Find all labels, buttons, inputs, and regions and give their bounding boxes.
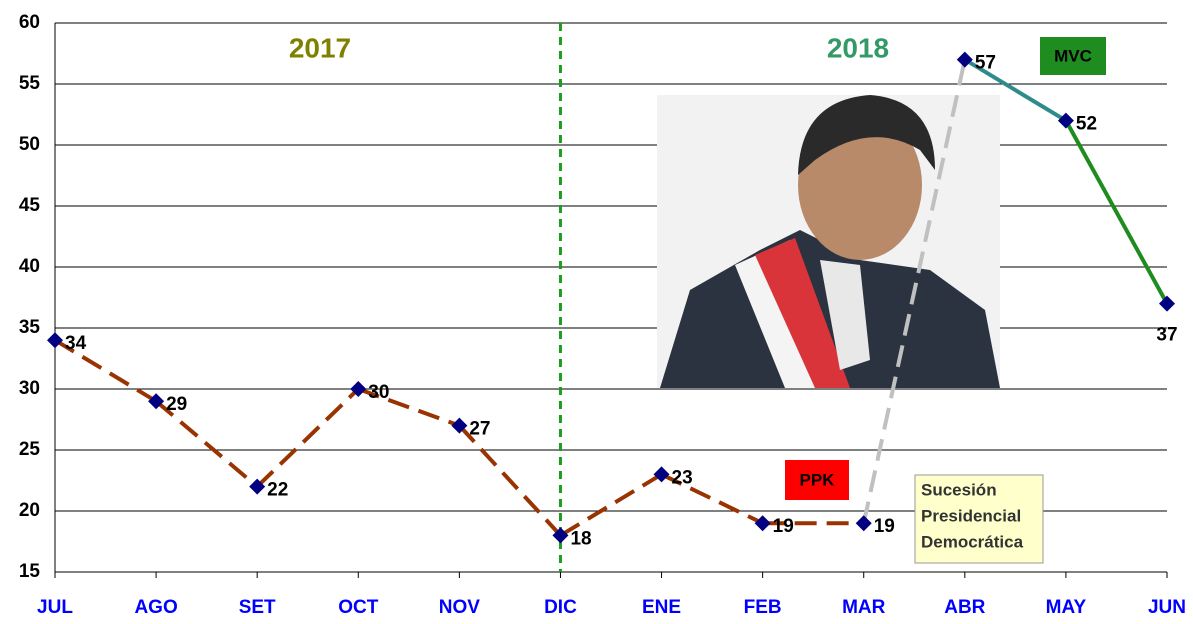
y-tick-label: 60 <box>19 12 40 33</box>
y-tick-label: 55 <box>19 73 41 94</box>
y-tick-label: 30 <box>19 378 40 399</box>
year-label: 2018 <box>827 32 889 63</box>
x-tick-label: NOV <box>439 597 481 618</box>
data-label: 19 <box>874 516 895 537</box>
x-tick-label: FEB <box>744 597 782 618</box>
y-tick-label: 15 <box>19 561 41 582</box>
marker <box>856 515 872 531</box>
series-segment <box>459 426 560 536</box>
x-tick-label: ENE <box>642 597 681 618</box>
y-tick-label: 25 <box>19 439 41 460</box>
data-label: 29 <box>166 394 187 415</box>
series-segment <box>1066 121 1167 304</box>
data-label: 37 <box>1156 325 1177 346</box>
x-tick-label: MAY <box>1046 597 1087 618</box>
data-label: 57 <box>975 53 996 74</box>
x-tick-label: AGO <box>134 597 177 618</box>
marker <box>1159 296 1175 312</box>
x-tick-label: ABR <box>944 597 985 618</box>
data-label: 34 <box>65 333 87 354</box>
y-tick-label: 20 <box>19 500 40 521</box>
note-text: Sucesión <box>921 480 997 499</box>
y-tick-label: 40 <box>19 256 40 277</box>
series-label: MVC <box>1054 46 1092 65</box>
data-label: 30 <box>368 382 389 403</box>
year-label: 2017 <box>289 32 351 63</box>
y-tick-label: 35 <box>19 317 41 338</box>
series-segment <box>257 389 358 487</box>
data-label: 22 <box>267 480 288 501</box>
data-label: 19 <box>773 516 794 537</box>
x-tick-label: DIC <box>544 597 577 618</box>
series-label: PPK <box>800 470 836 489</box>
x-tick-label: JUL <box>37 597 73 618</box>
x-tick-label: SET <box>239 597 276 618</box>
x-tick-label: MAR <box>842 597 886 618</box>
chart: 2017 2018 15 20 25 30 35 40 45 50 55 60 JUL AGO SET O… <box>0 0 1193 619</box>
data-label: 18 <box>570 528 591 549</box>
data-label: 52 <box>1076 114 1097 135</box>
note-text: Presidencial <box>921 506 1021 525</box>
note-text: Democrática <box>921 532 1024 551</box>
x-tick-label: JUN <box>1148 597 1186 618</box>
marker <box>755 515 771 531</box>
series-segment <box>560 474 661 535</box>
y-tick-label: 50 <box>19 134 40 155</box>
x-tick-label: OCT <box>338 597 379 618</box>
y-tick-label: 45 <box>19 195 41 216</box>
data-label: 27 <box>469 419 490 440</box>
data-label: 23 <box>672 467 693 488</box>
